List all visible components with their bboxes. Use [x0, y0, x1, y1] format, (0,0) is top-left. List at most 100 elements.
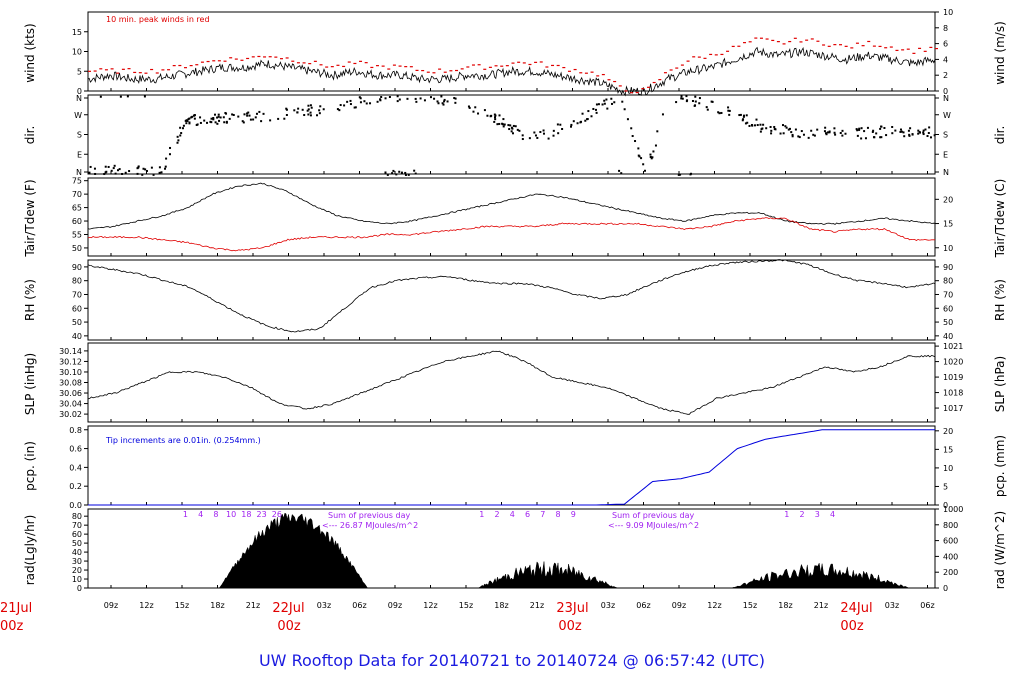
dir-point	[922, 131, 925, 134]
wind-ytick-right-label: 6	[943, 40, 948, 49]
dir-point	[193, 114, 196, 117]
dir-point	[398, 98, 401, 101]
tdew-line	[87, 217, 935, 252]
wind-peak-mark	[743, 42, 747, 44]
wind-peak-mark	[88, 70, 91, 72]
tair-line	[87, 182, 936, 230]
wind-peak-mark	[906, 48, 910, 50]
wind-peak-mark	[613, 80, 617, 83]
dir-point	[680, 97, 683, 100]
rad-hour-mark: 8	[556, 510, 561, 519]
dir-point	[738, 114, 741, 117]
dir-point	[121, 172, 124, 175]
rh-ytick-right-label: 70	[943, 290, 953, 299]
rad-ytick-right-label: 200	[943, 568, 958, 577]
dir-point	[521, 134, 524, 137]
wind-peak-mark	[641, 88, 645, 90]
wind-peak-mark	[935, 47, 938, 50]
wind-peak-mark	[302, 62, 306, 64]
dir-point	[137, 165, 140, 168]
slp-ytick-label: 30.14	[59, 347, 82, 356]
dir-point	[322, 108, 325, 111]
dir-point	[675, 101, 678, 104]
temp-ytick-right-label: 15	[943, 220, 953, 229]
dir-point	[824, 126, 827, 129]
dir-point	[570, 123, 573, 126]
dir-point	[656, 130, 659, 133]
wind-peak-mark	[438, 68, 442, 70]
wind-peak-mark	[731, 45, 735, 48]
dir-point	[839, 131, 842, 134]
dir-point	[446, 100, 449, 103]
dir-point	[880, 125, 883, 128]
dir-point	[212, 117, 215, 120]
rad-ytick-label: 20	[72, 566, 82, 575]
dir-point	[168, 153, 171, 156]
wind-peak-mark	[246, 57, 250, 60]
dir-point	[917, 129, 920, 132]
x-tick-label: 09z	[388, 601, 402, 610]
dir-point	[620, 172, 623, 175]
dir-point	[911, 133, 914, 136]
dir-point	[225, 121, 228, 124]
dir-point	[556, 123, 559, 126]
wind-peak-mark	[223, 60, 227, 62]
dir-point	[114, 172, 117, 175]
wind-peak-mark	[353, 62, 357, 65]
dir-point	[437, 102, 440, 105]
wind-peak-mark	[274, 56, 278, 58]
slp-ytick-right-label: 1020	[943, 358, 963, 367]
dir-point	[788, 127, 791, 130]
dir-point	[277, 117, 280, 120]
dir-point	[306, 109, 309, 112]
dir-point	[891, 125, 894, 128]
dir-point	[587, 110, 590, 113]
ylabel-temp: Tair/Tdew (F)	[23, 179, 37, 257]
pcp-ytick-right-label: 5	[943, 482, 948, 491]
dir-point	[453, 97, 456, 100]
dir-point	[800, 130, 803, 133]
dir-ytick-label: N	[76, 94, 82, 103]
dir-point	[779, 132, 782, 135]
dir-point	[137, 166, 140, 169]
dir-point	[810, 129, 813, 132]
dir-point	[871, 130, 874, 133]
dir-point	[285, 108, 288, 111]
x-tick-label: 12z	[139, 601, 153, 610]
wind-peak-mark	[652, 81, 656, 84]
wind-peak-mark	[364, 62, 368, 64]
dir-point	[260, 120, 263, 123]
wind-peak-mark	[178, 64, 182, 67]
wind-peak-mark	[494, 65, 498, 67]
day-label-hour: 00z	[0, 619, 24, 634]
dir-point	[924, 128, 927, 131]
dir-point	[769, 125, 772, 128]
dir-point	[618, 169, 621, 172]
ylabel-right-dir: dir.	[993, 126, 1007, 145]
x-tick-label: 18z	[210, 601, 224, 610]
dir-point	[386, 173, 389, 176]
dir-point	[690, 172, 693, 175]
dir-point	[727, 106, 730, 109]
dir-point	[510, 130, 513, 133]
dir-point	[694, 100, 697, 103]
dir-point	[603, 102, 606, 105]
dir-point	[124, 171, 127, 174]
dir-point	[454, 97, 457, 100]
dir-point	[661, 113, 664, 116]
dir-point	[188, 117, 191, 120]
rad-hour-mark: 23	[257, 510, 267, 519]
dir-point	[594, 108, 597, 111]
rad-summary-1-line1: Sum of previous day	[328, 511, 410, 520]
wind-peak-mark	[296, 62, 300, 64]
wind-ytick-right-label: 2	[943, 71, 948, 80]
dir-point	[254, 116, 257, 119]
slp-ytick-label: 30.12	[59, 357, 82, 366]
temp-ytick-label: 75	[72, 177, 82, 186]
wind-peak-mark	[375, 65, 379, 67]
dir-point	[255, 112, 258, 115]
dir-point	[926, 135, 929, 138]
rh-ytick-right-label: 40	[943, 332, 953, 341]
dir-point	[216, 122, 219, 125]
wind-peak-mark	[99, 68, 103, 70]
